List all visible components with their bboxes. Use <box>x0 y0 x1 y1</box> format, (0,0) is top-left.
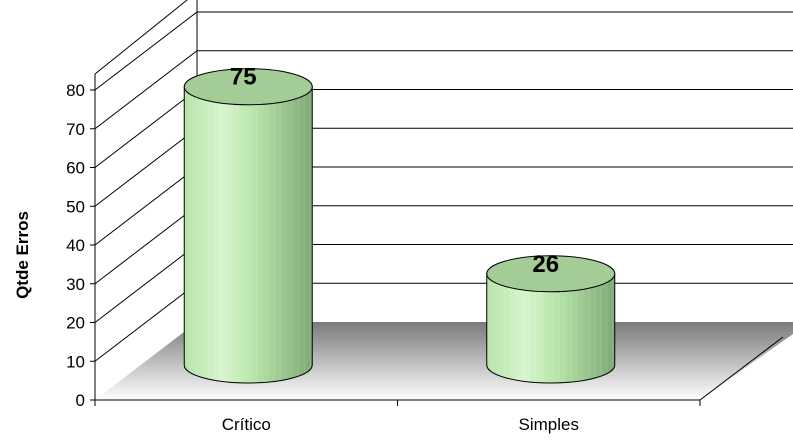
bars <box>183 68 616 384</box>
y-tick-labels: 0 10 20 30 40 50 60 70 80 <box>66 81 85 410</box>
y-tick-label: 20 <box>66 314 85 333</box>
y-tick-label: 70 <box>66 120 85 139</box>
x-tick-label: Crítico <box>222 415 271 434</box>
bar-cap <box>183 68 313 106</box>
y-tick-label: 50 <box>66 197 85 216</box>
bar-body <box>486 273 616 384</box>
data-label: 75 <box>230 64 257 91</box>
gridline <box>94 0 188 75</box>
y-tick-label: 40 <box>66 236 85 255</box>
gridline <box>94 11 793 91</box>
x-tick-labels: Crítico Simples <box>222 415 579 434</box>
y-tick-label: 60 <box>66 159 85 178</box>
y-axis-title: Qtde Erros <box>13 211 32 299</box>
y-tick-label: 0 <box>76 391 85 410</box>
y-tick-label: 30 <box>66 275 85 294</box>
gridline <box>94 50 793 130</box>
y-tick-label: 10 <box>66 352 85 371</box>
x-tick-label: Simples <box>519 415 579 434</box>
data-label: 26 <box>532 251 559 278</box>
y-tick-label: 80 <box>66 81 85 100</box>
axes <box>90 74 701 406</box>
bar-body <box>183 86 313 384</box>
bar-cap <box>486 255 616 293</box>
data-labels: 75 26 <box>230 64 559 278</box>
